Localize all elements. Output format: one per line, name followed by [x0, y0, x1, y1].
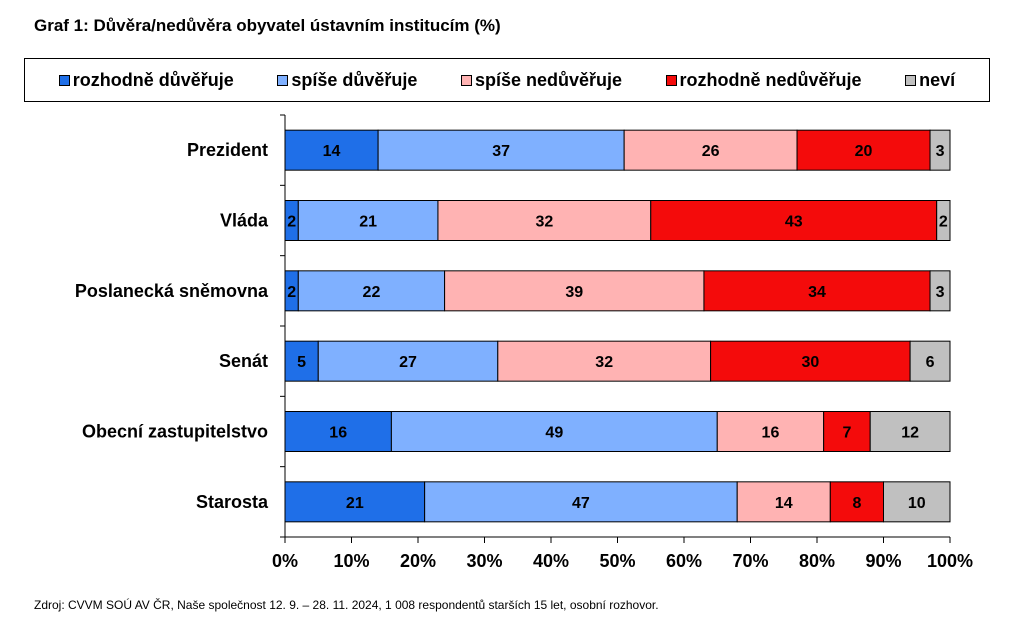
data-label: 21	[359, 214, 377, 231]
data-label: 47	[572, 495, 590, 512]
bar-segment	[317, 340, 499, 382]
bar-segment	[650, 200, 938, 241]
data-label: 37	[492, 143, 510, 160]
data-label: 20	[855, 143, 873, 160]
data-label: 34	[808, 284, 826, 301]
x-tick-label: 90%	[865, 551, 901, 571]
x-tick-label: 100%	[927, 551, 973, 571]
data-label: 21	[346, 495, 364, 512]
legend-item: spíše důvěřuje	[277, 70, 417, 91]
legend-label: spíše důvěřuje	[291, 69, 418, 90]
data-label: 12	[901, 425, 919, 442]
bar-segment	[297, 200, 439, 241]
source-note: Zdroj: CVVM SOÚ AV ČR, Naše společnost 1…	[34, 598, 659, 612]
data-label: 14	[323, 143, 341, 160]
bar-segment	[703, 270, 931, 312]
data-label: 2	[287, 214, 296, 231]
bar-segment	[444, 270, 705, 312]
category-label: Vláda	[220, 211, 269, 231]
x-tick-label: 0%	[272, 551, 298, 571]
data-label: 7	[842, 425, 851, 442]
x-tick-label: 30%	[466, 551, 502, 571]
legend: rozhodně důvěřuje spíše důvěřuje spíše ned…	[24, 58, 990, 102]
bar-segment	[796, 129, 931, 171]
data-label: 8	[852, 495, 861, 512]
legend-item: neví	[905, 70, 955, 91]
data-label: 26	[702, 143, 720, 160]
data-label: 32	[595, 354, 613, 371]
bar-segment	[883, 481, 951, 523]
data-label: 27	[399, 354, 417, 371]
data-label: 10	[908, 495, 926, 512]
legend-swatch	[58, 74, 70, 86]
bar-segment	[297, 270, 446, 312]
bar-segment	[390, 411, 718, 452]
data-label: 43	[785, 214, 803, 231]
legend-swatch	[665, 74, 677, 86]
x-tick-label: 80%	[799, 551, 835, 571]
data-label: 3	[936, 284, 945, 301]
data-label: 16	[762, 425, 780, 442]
data-label: 2	[939, 214, 948, 231]
data-label: 5	[297, 354, 306, 371]
bar-segment	[929, 270, 951, 312]
bar-segment	[437, 200, 652, 241]
legend-swatch	[460, 74, 472, 86]
x-tick-label: 70%	[732, 551, 768, 571]
bar-segment	[823, 411, 871, 452]
x-tick-label: 40%	[533, 551, 569, 571]
data-label: 49	[545, 425, 563, 442]
legend-item: spíše nedůvěřuje	[460, 69, 622, 91]
bar-segment	[710, 340, 911, 382]
bar-segment	[284, 340, 319, 382]
bar-segment	[623, 129, 798, 171]
data-label: 30	[801, 354, 819, 371]
bar-segment	[929, 129, 951, 171]
data-label: 14	[775, 495, 793, 512]
bar-segment	[284, 481, 426, 523]
legend-label: spíše nedůvěřuje	[474, 69, 622, 90]
legend-swatch	[905, 74, 917, 86]
category-label: Prezident	[187, 140, 268, 160]
legend-label: rozhodně nedůvěřuje	[679, 69, 862, 90]
bar-segment	[909, 340, 951, 382]
chart-title: Graf 1: Důvěra/nedůvěra obyvatel ústavní…	[34, 16, 501, 35]
data-label: 32	[535, 214, 553, 231]
legend-swatch	[277, 74, 289, 86]
x-tick-label: 10%	[333, 551, 369, 571]
data-label: 2	[287, 284, 296, 301]
x-tick-label: 50%	[599, 551, 635, 571]
data-label: 39	[565, 284, 583, 301]
bar-segment	[736, 481, 831, 523]
bar-segment	[869, 411, 951, 452]
bar-segment	[377, 129, 625, 171]
x-tick-label: 20%	[400, 551, 436, 571]
data-label: 16	[329, 425, 347, 442]
category-label: Obecní zastupitelstvo	[82, 422, 268, 442]
category-label: Starosta	[196, 492, 269, 512]
data-label: 6	[926, 354, 935, 371]
legend-label: neví	[919, 69, 956, 90]
category-label: Poslanecká sněmovna	[75, 281, 269, 301]
legend-label: rozhodně důvěřuje	[72, 69, 234, 90]
bar-segment	[936, 200, 951, 241]
data-label: 22	[363, 284, 381, 301]
category-label: Senát	[219, 351, 268, 371]
legend-item: rozhodně nedůvěřuje	[665, 69, 862, 91]
bar-segment	[497, 340, 712, 382]
data-label: 3	[936, 143, 945, 160]
legend-item: rozhodně důvěřuje	[58, 69, 234, 91]
x-tick-label: 60%	[666, 551, 702, 571]
